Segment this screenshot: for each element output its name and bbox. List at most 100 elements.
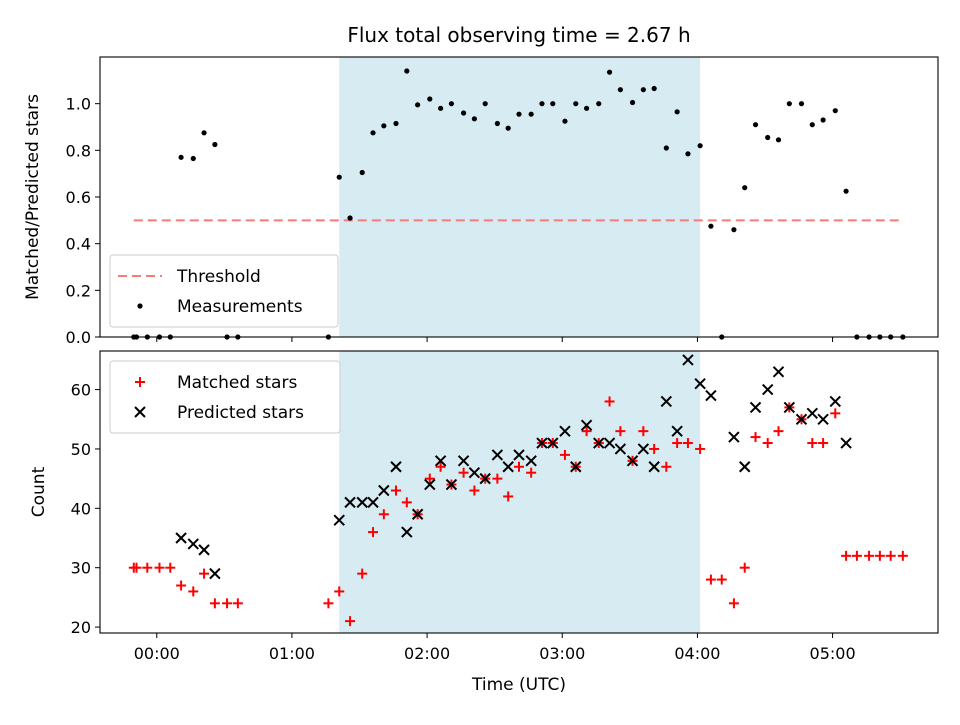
count-point <box>424 473 435 484</box>
count-point <box>390 461 402 473</box>
count-point <box>434 455 447 467</box>
count-point <box>749 401 762 414</box>
x-tick-label: 04:00 <box>674 644 720 663</box>
count-axes-frame <box>99 350 939 634</box>
count-point-b <box>468 466 481 479</box>
ratio-legend-label: Threshold <box>176 267 261 287</box>
count-point-b <box>749 401 762 414</box>
count-point <box>806 407 819 420</box>
ratio-point <box>381 123 387 129</box>
count-point <box>333 514 345 526</box>
count-point <box>637 443 650 455</box>
count-point <box>593 437 605 449</box>
count-y-axis-label: Count <box>29 466 49 517</box>
count-point <box>716 574 727 585</box>
count-point <box>131 562 142 573</box>
ratio-point <box>765 134 771 141</box>
count-point <box>526 467 537 478</box>
ratio-point <box>404 68 410 74</box>
count-point <box>198 544 210 556</box>
count-point <box>479 472 491 485</box>
ratio-y-tick-label: 0.0 <box>66 328 91 347</box>
count-point <box>492 473 503 484</box>
count-point-b <box>580 419 593 431</box>
count-point <box>188 586 199 597</box>
count-point <box>142 562 153 573</box>
count-point <box>671 425 683 437</box>
count-y-tick-label: 20 <box>71 618 91 637</box>
count-point <box>705 574 716 585</box>
count-y-tick-label: 60 <box>71 381 91 400</box>
count-point <box>851 550 862 561</box>
ratio-point <box>460 110 467 116</box>
count-point <box>661 461 672 472</box>
count-point-b <box>705 389 717 402</box>
ratio-series-0 <box>131 68 906 340</box>
ratio-point <box>393 120 399 127</box>
count-point <box>344 496 356 509</box>
count-point <box>580 419 593 431</box>
ratio-point <box>415 102 421 108</box>
count-point <box>323 598 334 609</box>
count-point <box>199 568 210 579</box>
count-point-b <box>761 383 774 396</box>
count-legend-marker-b <box>134 406 146 418</box>
count-point <box>424 478 436 491</box>
ratio-point <box>448 101 455 107</box>
count-point <box>468 466 481 479</box>
count-point <box>841 550 852 561</box>
count-point <box>807 438 818 449</box>
ratio-y-tick-label: 0.8 <box>66 141 91 160</box>
count-point <box>232 598 243 609</box>
count-series-0 <box>128 396 908 627</box>
ratio-point <box>731 227 737 233</box>
ratio-point <box>596 101 602 107</box>
count-panel: 20 30 40 50 60 00:00 01:00 02:00 03:00 04:00 05:00… <box>29 350 939 663</box>
count-point <box>378 484 390 497</box>
count-point <box>503 491 514 502</box>
count-point <box>469 485 480 496</box>
ratio-point <box>809 122 815 128</box>
ratio-point <box>651 85 657 92</box>
ratio-point <box>550 101 556 107</box>
ratio-point <box>539 101 545 107</box>
count-series-1 <box>175 354 852 580</box>
ratio-legend-marker <box>137 303 143 309</box>
count-point <box>648 461 660 473</box>
count-point <box>154 562 165 573</box>
count-point-b <box>840 437 852 449</box>
count-point <box>728 431 740 443</box>
count-point <box>773 426 784 437</box>
count-point-b <box>434 455 447 467</box>
count-y-tick-label: 50 <box>71 440 91 459</box>
ratio-point <box>347 215 353 221</box>
ratio-point <box>629 99 636 106</box>
count-point <box>435 461 446 472</box>
ratio-point <box>201 130 207 136</box>
count-point-b <box>175 532 187 544</box>
ratio-point <box>685 151 691 157</box>
count-point <box>626 455 639 467</box>
count-point-b <box>603 437 616 449</box>
count-point <box>817 413 829 425</box>
ratio-point <box>697 143 703 149</box>
count-point <box>762 438 773 449</box>
ratio-point <box>775 137 782 143</box>
count-point <box>818 438 829 449</box>
count-legend: Matched stars Predicted stars <box>109 360 341 434</box>
count-y-tick-label: 40 <box>71 499 91 518</box>
count-point <box>502 461 514 473</box>
count-point-b <box>344 496 356 509</box>
count-point-b <box>783 401 796 414</box>
count-point <box>840 437 852 449</box>
count-point-b <box>513 449 525 461</box>
count-point <box>638 426 649 437</box>
ratio-point <box>786 101 792 107</box>
count-point <box>176 580 187 591</box>
count-point <box>457 455 470 467</box>
count-point <box>750 432 761 443</box>
ratio-point <box>663 145 669 151</box>
x-tick-label: 03:00 <box>539 644 585 663</box>
count-point <box>367 496 379 509</box>
chart-title: Flux total observing time = 2.67 h <box>347 23 690 47</box>
